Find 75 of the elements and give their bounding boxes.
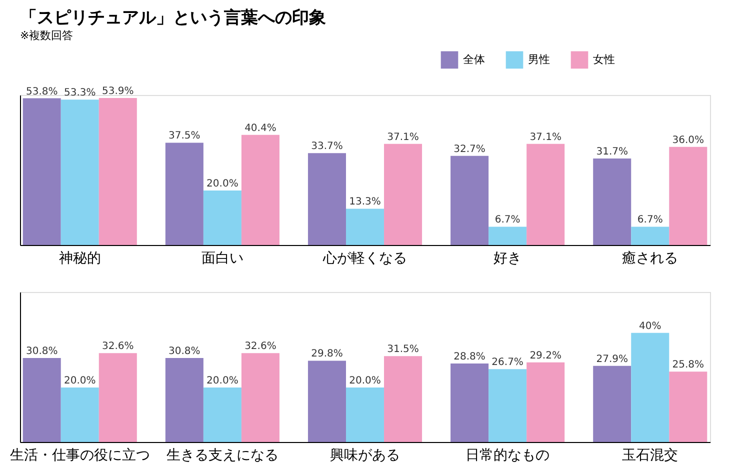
data-label: 53.3%: [64, 88, 96, 99]
bar: [98, 98, 137, 245]
bar: [203, 387, 242, 442]
x-tick-label: 興味がある: [330, 448, 400, 464]
data-label: 32.7%: [454, 144, 486, 155]
bar: [346, 208, 384, 245]
data-label: 27.9%: [596, 354, 628, 365]
data-label: 29.8%: [311, 348, 343, 360]
data-label: 30.8%: [26, 346, 58, 357]
bar: [241, 353, 280, 442]
bar: [98, 353, 137, 442]
bar: [450, 156, 489, 245]
bar: [384, 356, 422, 442]
bar: [203, 190, 242, 245]
bar: [241, 134, 280, 245]
data-label: 36.0%: [672, 134, 704, 146]
legend-label: 全体: [463, 52, 485, 66]
bar: [346, 387, 384, 442]
bar: [308, 360, 346, 442]
x-tick-label: 癒される: [622, 250, 678, 266]
data-label: 32.6%: [244, 341, 276, 352]
bar: [526, 362, 565, 442]
bar: [450, 363, 489, 442]
data-label: 31.5%: [387, 344, 419, 356]
bar: [669, 372, 708, 442]
bar: [60, 387, 99, 442]
data-label: 6.7%: [637, 214, 663, 226]
data-label: 28.8%: [454, 351, 486, 362]
data-label: 29.2%: [530, 350, 562, 362]
bar: [22, 98, 61, 245]
data-label: 25.8%: [672, 360, 704, 371]
bar: [165, 358, 204, 442]
data-label: 30.8%: [168, 346, 200, 357]
x-tick-label: 生活・仕事の役に立つ: [10, 448, 150, 464]
x-tick-label: 神秘的: [58, 250, 101, 266]
data-label: 20.0%: [64, 375, 96, 386]
x-tick-label: 玉石混交: [622, 448, 678, 464]
data-label: 32.6%: [102, 341, 134, 352]
bar: [593, 366, 632, 442]
x-tick-label: 好き: [494, 250, 522, 266]
data-label: 13.3%: [349, 196, 381, 208]
x-tick-label: 生きる支えになる: [166, 448, 278, 464]
x-tick-label: 心が軽くなる: [322, 250, 407, 266]
data-label: 40.4%: [244, 122, 276, 134]
bar: [488, 226, 527, 245]
x-tick-label: 面白い: [201, 250, 244, 266]
x-tick-label: 日常的なもの: [466, 448, 550, 464]
bar: [165, 142, 204, 245]
data-label: 53.8%: [26, 86, 58, 98]
bar: [488, 369, 527, 442]
bar: [669, 146, 708, 245]
data-label: 37.1%: [530, 132, 562, 143]
data-label: 6.7%: [494, 214, 520, 226]
data-label: 20.0%: [206, 178, 238, 190]
bar: [526, 144, 565, 245]
bar: [308, 153, 346, 245]
data-label: 31.7%: [596, 146, 628, 158]
bar: [631, 332, 670, 442]
data-label: 20.0%: [206, 375, 238, 386]
text: ※複数回答: [20, 29, 74, 42]
legend-label: 女性: [593, 52, 615, 66]
data-label: 26.7%: [492, 357, 524, 368]
bar: [22, 358, 61, 442]
data-label: 20.0%: [349, 375, 381, 386]
bar: [384, 144, 422, 245]
legend-label: 男性: [528, 52, 550, 66]
bar: [593, 158, 632, 245]
data-label: 37.5%: [168, 130, 200, 142]
data-label: 33.7%: [311, 141, 343, 152]
bar: [60, 100, 99, 245]
chart-title: 「スピリチュアル」という言葉への印象: [20, 8, 326, 28]
bar: [631, 226, 670, 245]
data-label: 53.9%: [102, 86, 134, 97]
data-label: 37.1%: [387, 132, 419, 143]
data-label: 40%: [639, 320, 662, 332]
